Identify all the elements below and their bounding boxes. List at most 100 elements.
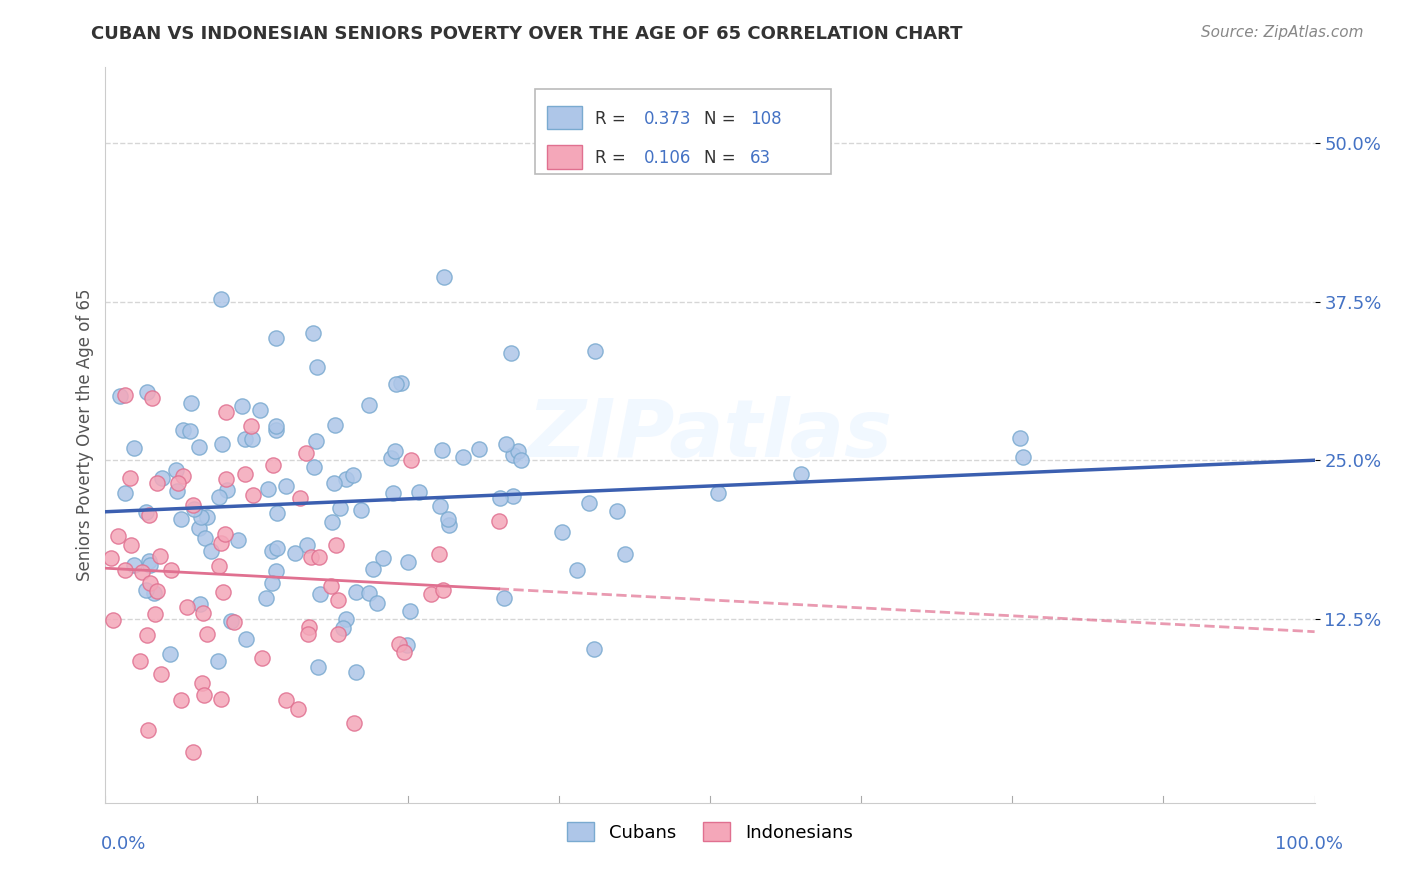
Point xyxy=(344,585,367,599)
Point xyxy=(212,585,235,599)
Point xyxy=(118,471,141,485)
Point xyxy=(329,501,352,516)
Point xyxy=(188,521,211,535)
Point xyxy=(209,293,232,307)
Point xyxy=(108,389,131,403)
Point xyxy=(307,660,329,674)
Point xyxy=(183,498,205,512)
Point xyxy=(215,472,238,486)
Point xyxy=(139,576,162,591)
Point xyxy=(159,647,181,661)
Point xyxy=(131,566,153,580)
Point xyxy=(254,591,277,605)
Point xyxy=(191,675,214,690)
Point xyxy=(433,269,456,284)
Point xyxy=(240,432,263,446)
Point xyxy=(382,486,405,500)
Point xyxy=(242,488,264,502)
Point xyxy=(274,479,297,493)
Point xyxy=(388,637,411,651)
Point xyxy=(321,515,343,529)
Point xyxy=(166,483,188,498)
Point xyxy=(235,632,257,647)
Point xyxy=(492,591,515,605)
Point xyxy=(322,475,344,490)
Legend: Cubans, Indonesians: Cubans, Indonesians xyxy=(560,815,860,849)
Point xyxy=(207,654,229,668)
Point xyxy=(790,467,813,481)
Point xyxy=(408,484,430,499)
Point xyxy=(266,541,288,556)
Point xyxy=(231,400,253,414)
Point xyxy=(384,444,406,458)
Point xyxy=(172,423,194,437)
Point xyxy=(436,511,458,525)
Point xyxy=(165,462,187,476)
Point xyxy=(107,528,129,542)
Point xyxy=(274,693,297,707)
Point xyxy=(1008,431,1031,445)
Point xyxy=(344,665,367,679)
Point xyxy=(380,451,402,466)
Point xyxy=(430,442,453,457)
Point xyxy=(195,627,218,641)
Point xyxy=(582,642,605,657)
Point xyxy=(439,518,461,533)
Point xyxy=(298,620,321,634)
Point xyxy=(385,376,408,391)
Point xyxy=(567,563,589,577)
Text: 63: 63 xyxy=(749,149,770,168)
Point xyxy=(371,550,394,565)
Point xyxy=(181,745,204,759)
Point xyxy=(193,607,215,621)
Point xyxy=(150,471,173,485)
Point xyxy=(121,538,143,552)
Point xyxy=(1012,450,1035,465)
Point xyxy=(359,585,381,599)
Point xyxy=(309,587,332,601)
Point xyxy=(101,613,124,627)
Point xyxy=(326,626,349,640)
Point xyxy=(266,331,288,345)
Y-axis label: Seniors Poverty Over the Age of 65: Seniors Poverty Over the Age of 65 xyxy=(76,289,94,581)
Point xyxy=(305,434,328,448)
FancyBboxPatch shape xyxy=(534,89,831,174)
Point xyxy=(183,501,205,516)
Point xyxy=(114,486,136,500)
Point xyxy=(179,424,201,438)
Text: Source: ZipAtlas.com: Source: ZipAtlas.com xyxy=(1201,25,1364,40)
Point xyxy=(215,483,238,497)
Point xyxy=(307,359,329,374)
Point xyxy=(257,482,280,496)
Point xyxy=(146,476,169,491)
Point xyxy=(240,419,263,434)
Point xyxy=(264,418,287,433)
Point xyxy=(264,564,287,578)
Point xyxy=(208,559,231,574)
Point xyxy=(432,582,454,597)
Point xyxy=(302,459,325,474)
Point xyxy=(429,500,451,514)
Point xyxy=(190,509,212,524)
Point xyxy=(233,467,256,482)
Point xyxy=(170,692,193,706)
Point xyxy=(138,554,160,568)
Point xyxy=(287,702,309,716)
Point xyxy=(160,563,183,577)
Point xyxy=(297,627,319,641)
Point xyxy=(468,442,491,456)
Point xyxy=(149,667,172,681)
Point xyxy=(359,399,381,413)
Point xyxy=(502,489,524,503)
Point xyxy=(499,346,522,360)
Point xyxy=(138,508,160,523)
Point xyxy=(707,486,730,500)
Point xyxy=(146,583,169,598)
Text: 0.0%: 0.0% xyxy=(101,835,146,853)
Point xyxy=(323,418,346,433)
Point xyxy=(172,469,194,483)
Point xyxy=(427,547,450,561)
Point xyxy=(366,596,388,610)
Point xyxy=(489,491,512,505)
Point xyxy=(343,715,366,730)
